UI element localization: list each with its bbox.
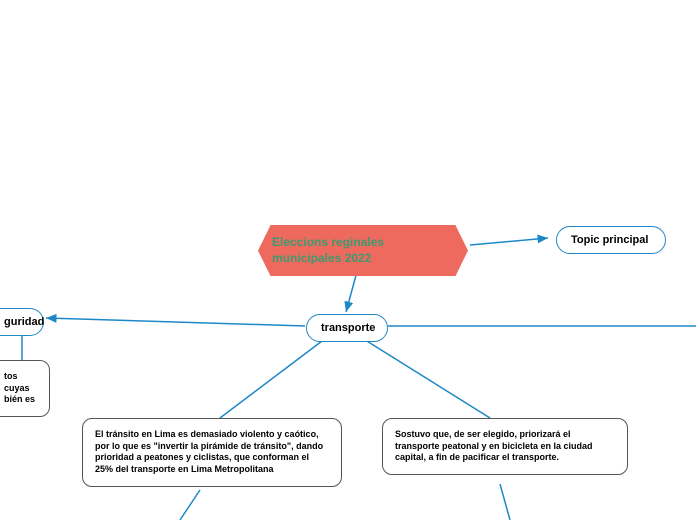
node-transito-lima[interactable]: El tránsito en Lima es demasiado violent… bbox=[82, 418, 342, 487]
node-label: Sostuvo que, de ser elegido, priorizará … bbox=[395, 429, 593, 462]
node-label: El tránsito en Lima es demasiado violent… bbox=[95, 429, 323, 474]
root-node[interactable]: Eleccions reginales municipales 2022 bbox=[258, 225, 468, 276]
node-distritos[interactable]: tos cuyas bién es bbox=[0, 360, 50, 417]
node-label: guridad bbox=[4, 316, 44, 328]
node-topic-principal[interactable]: Topic principal bbox=[556, 226, 666, 254]
node-transporte[interactable]: transporte bbox=[306, 314, 388, 342]
node-label: transporte bbox=[321, 322, 375, 334]
node-seguridad[interactable]: guridad bbox=[0, 308, 44, 336]
node-label: Topic principal bbox=[571, 234, 648, 246]
node-sostuvo[interactable]: Sostuvo que, de ser elegido, priorizará … bbox=[382, 418, 628, 475]
root-label: Eleccions reginales municipales 2022 bbox=[272, 235, 384, 265]
node-label: tos cuyas bién es bbox=[4, 371, 35, 404]
